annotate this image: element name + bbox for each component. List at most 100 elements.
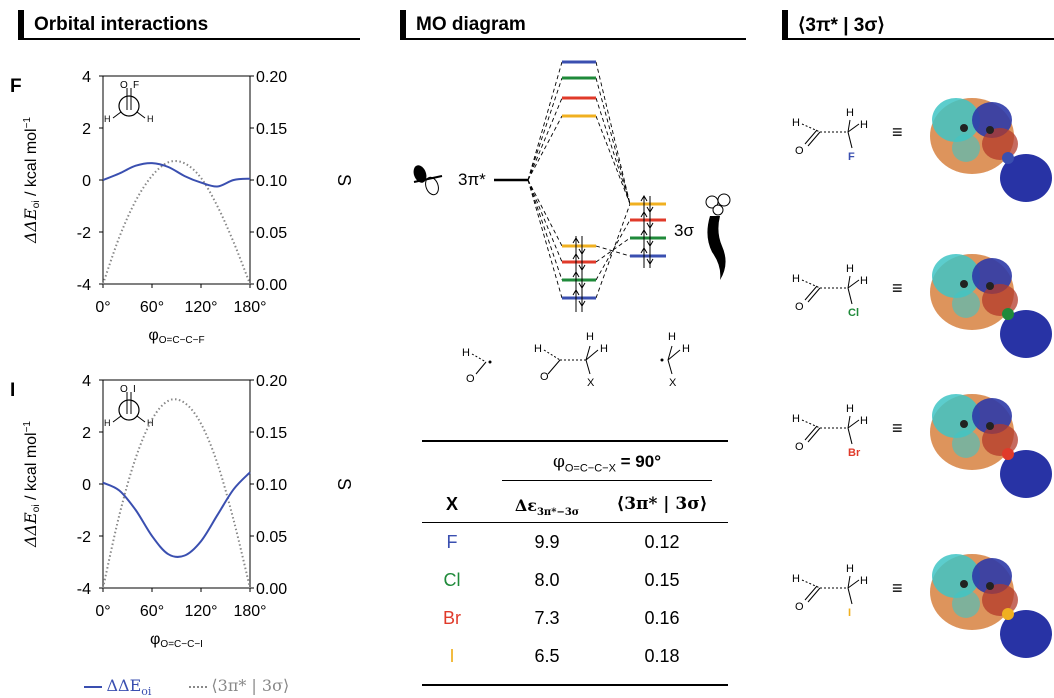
connector <box>527 179 563 299</box>
bond <box>847 287 853 305</box>
table-cell-x: Br <box>443 608 461 628</box>
table-cell-s: 0.12 <box>644 532 680 552</box>
y-axis-label-sub: oi <box>31 200 42 208</box>
plot-panel-f: F 4 2 0 -2 -4 0.20 0.15 0.10 0.05 0.00 0° 60° 120° 180… <box>10 69 354 346</box>
connector <box>527 61 563 181</box>
x-axis-label-main: φ <box>148 327 158 344</box>
table-group-phi: φ <box>552 452 565 472</box>
atom-h: H <box>792 273 800 285</box>
y-tick-label: 0 <box>82 477 91 494</box>
legend-dotted-line <box>188 685 207 688</box>
atom-h: H <box>860 119 868 131</box>
bond <box>807 131 821 147</box>
connector <box>527 179 563 281</box>
atom-o: O <box>795 601 804 613</box>
bond <box>807 287 821 303</box>
plot-frame <box>102 75 251 285</box>
orbital-render <box>930 98 1052 202</box>
fragment-bond <box>667 359 673 375</box>
atom-h: H <box>860 575 868 587</box>
header-bar <box>18 10 24 40</box>
orbital-lobe <box>413 165 427 183</box>
atom-sphere <box>960 580 968 588</box>
y-tick-label: 4 <box>82 69 91 86</box>
equiv-sign: ≡ <box>892 418 903 438</box>
atom-o: O <box>795 145 804 157</box>
atom-h: H <box>846 563 854 575</box>
electron-down <box>646 240 654 247</box>
connector <box>595 97 631 205</box>
header-overlap: ⟨3π* | 3σ⟩ <box>782 10 1054 40</box>
newman-bond <box>112 111 122 119</box>
connector <box>595 77 631 205</box>
newman-circle <box>118 399 140 421</box>
bond <box>801 419 821 429</box>
connector <box>595 115 631 205</box>
orbital-lobe-cyan <box>952 430 980 458</box>
fragment-bond <box>585 359 591 375</box>
y-axis-label-exp: −1 <box>22 421 33 433</box>
newman-x-label: F <box>133 80 139 91</box>
fragment-bond <box>475 361 487 375</box>
atom-h: H <box>846 263 854 275</box>
table-cell-de: 9.9 <box>534 532 560 552</box>
electron-up <box>572 289 580 296</box>
y-axis-label-unit: / kcal mol <box>23 128 40 200</box>
connector <box>595 219 631 281</box>
bond <box>804 285 818 301</box>
orbital-lobe-blue <box>1000 154 1052 202</box>
newman-circle <box>118 95 140 117</box>
data-table: φO=C−C−X = 90° X Δε3π*−3σ ⟨3π* | 3σ⟩ F 9.… <box>422 440 728 686</box>
radical-dot <box>488 360 492 364</box>
orbital-lobe-red <box>982 424 1018 456</box>
bond <box>804 425 818 441</box>
orbital-render <box>930 254 1052 358</box>
connector <box>527 97 563 181</box>
x-axis-label: φO=C−C−F <box>148 327 204 346</box>
atom-sphere <box>986 582 994 590</box>
fragment-atom: H <box>600 343 608 355</box>
table-cell-x: F <box>446 532 458 552</box>
header-label: Orbital interactions <box>34 14 209 35</box>
x-axis-label-sub: O=C−C−F <box>159 335 205 346</box>
orbital-lobe-cyan <box>952 134 980 162</box>
newman-x-label: I <box>133 384 136 395</box>
bond <box>847 279 860 289</box>
atom-halogen: F <box>848 151 855 163</box>
orbital-lobe-red <box>982 284 1018 316</box>
electron-up <box>640 247 648 254</box>
x-tick-label: 60° <box>140 299 164 316</box>
connector <box>527 115 563 181</box>
electron-down <box>578 282 586 289</box>
x-tick-label: 120° <box>184 603 217 620</box>
series-line-overlap <box>102 398 251 589</box>
y-tick-label: -4 <box>77 581 91 598</box>
connector <box>527 179 563 263</box>
bond <box>847 131 853 149</box>
header-bar <box>400 10 406 40</box>
fragment-bond <box>667 345 673 361</box>
table-col-x: X <box>445 494 458 514</box>
y-tick-label: 0 <box>82 173 91 190</box>
bond <box>801 279 821 289</box>
newman-h-label: H <box>104 114 111 124</box>
orbital-interaction-plots: F 4 2 0 -2 -4 0.20 0.15 0.10 0.05 0.00 0° 60° 120° 180… <box>10 69 354 650</box>
y-axis-label-main: ΔΔE <box>21 208 40 244</box>
y-tick-label: -4 <box>77 277 91 294</box>
y2-tick-label: 0.15 <box>256 121 287 138</box>
sigma-orbital-icon <box>705 193 731 280</box>
bond <box>847 419 860 429</box>
header-label: MO diagram <box>416 14 526 35</box>
electron-up <box>572 253 580 260</box>
electron-down <box>578 264 586 271</box>
atom-h: H <box>860 275 868 287</box>
fragment-bond <box>471 353 487 363</box>
sigma-label: 3σ <box>674 221 694 240</box>
bond <box>801 579 821 589</box>
fragment-atom: H <box>586 331 594 343</box>
